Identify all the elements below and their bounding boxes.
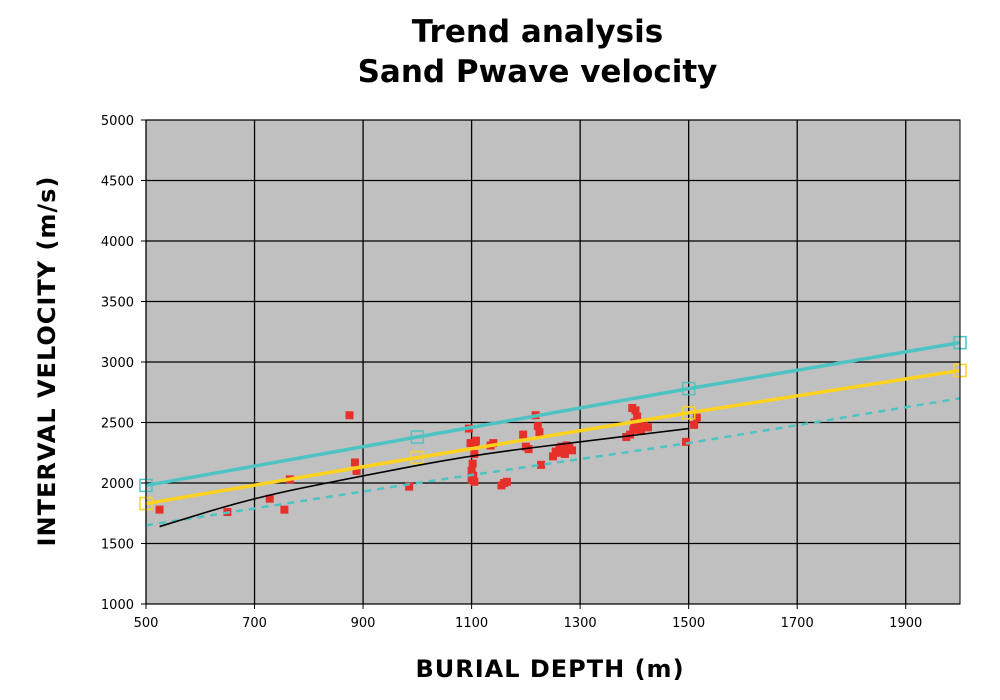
y-tick-label: 4500: [101, 175, 134, 190]
y-tick-label: 1500: [101, 538, 134, 553]
data-point: [471, 436, 480, 445]
chart-title: Trend analysis: [411, 14, 664, 50]
data-point: [557, 442, 566, 451]
x-tick-label: 1500: [672, 616, 705, 631]
data-point: [265, 494, 274, 503]
x-tick-label: 1100: [455, 616, 488, 631]
data-point: [643, 423, 652, 432]
x-axis-label: BURIAL DEPTH (m): [415, 655, 685, 683]
x-tick-label: 1900: [889, 616, 922, 631]
data-point: [560, 449, 569, 458]
y-tick-label: 5000: [101, 114, 134, 129]
data-point: [468, 459, 477, 468]
data-point: [631, 406, 640, 415]
y-tick-label: 2000: [101, 477, 134, 492]
data-point: [467, 466, 476, 475]
data-point: [636, 426, 645, 435]
trend-line-1: [145, 340, 961, 488]
data-point: [535, 428, 544, 437]
data-point: [502, 477, 511, 486]
data-point: [635, 420, 644, 429]
data-point: [626, 430, 635, 439]
data-point: [567, 446, 576, 455]
trend-marker: [410, 450, 425, 465]
data-point: [352, 466, 361, 475]
plot-border: [145, 119, 961, 605]
data-point: [519, 430, 528, 439]
y-tick-label: 1000: [101, 598, 134, 613]
data-point: [681, 437, 690, 446]
y-tick-label: 2500: [101, 417, 134, 432]
data-point: [350, 458, 359, 467]
data-point: [470, 449, 479, 458]
x-tick-label: 1300: [564, 616, 597, 631]
data-point: [692, 413, 701, 422]
y-tick-label: 3000: [101, 356, 134, 371]
chart-subtitle: Sand Pwave velocity: [357, 54, 718, 90]
data-point: [549, 452, 557, 461]
fit-curve: [159, 427, 689, 528]
data-point: [345, 411, 354, 420]
trend-marker: [410, 430, 425, 444]
data-point: [155, 505, 164, 514]
trend-marker: [681, 406, 696, 420]
x-tick-label: 700: [242, 616, 267, 631]
y-axis-label: INTERVAL VELOCITY (m/s): [33, 175, 61, 547]
data-point: [466, 439, 475, 448]
data-point: [537, 460, 546, 469]
x-tick-label: 500: [134, 616, 159, 631]
trend-line-2: [145, 368, 961, 506]
data-point: [489, 439, 498, 448]
axis-ticks: 1000 1500 2000 2500 3000 3500 4000 4500 5000 500 7…: [101, 114, 922, 631]
x-tick-label: 1700: [781, 616, 814, 631]
data-point: [524, 445, 533, 454]
data-point: [470, 477, 479, 486]
data-point: [633, 412, 642, 421]
y-tick-label: 3500: [101, 296, 134, 311]
data-point: [629, 425, 638, 434]
data-series: [139, 335, 967, 528]
data-point: [405, 482, 414, 491]
data-point: [533, 422, 542, 431]
data-point: [280, 505, 289, 514]
trend-marker: [681, 381, 696, 396]
x-tick-label: 900: [351, 616, 376, 631]
y-tick-label: 4000: [101, 235, 134, 250]
data-point: [690, 420, 699, 429]
